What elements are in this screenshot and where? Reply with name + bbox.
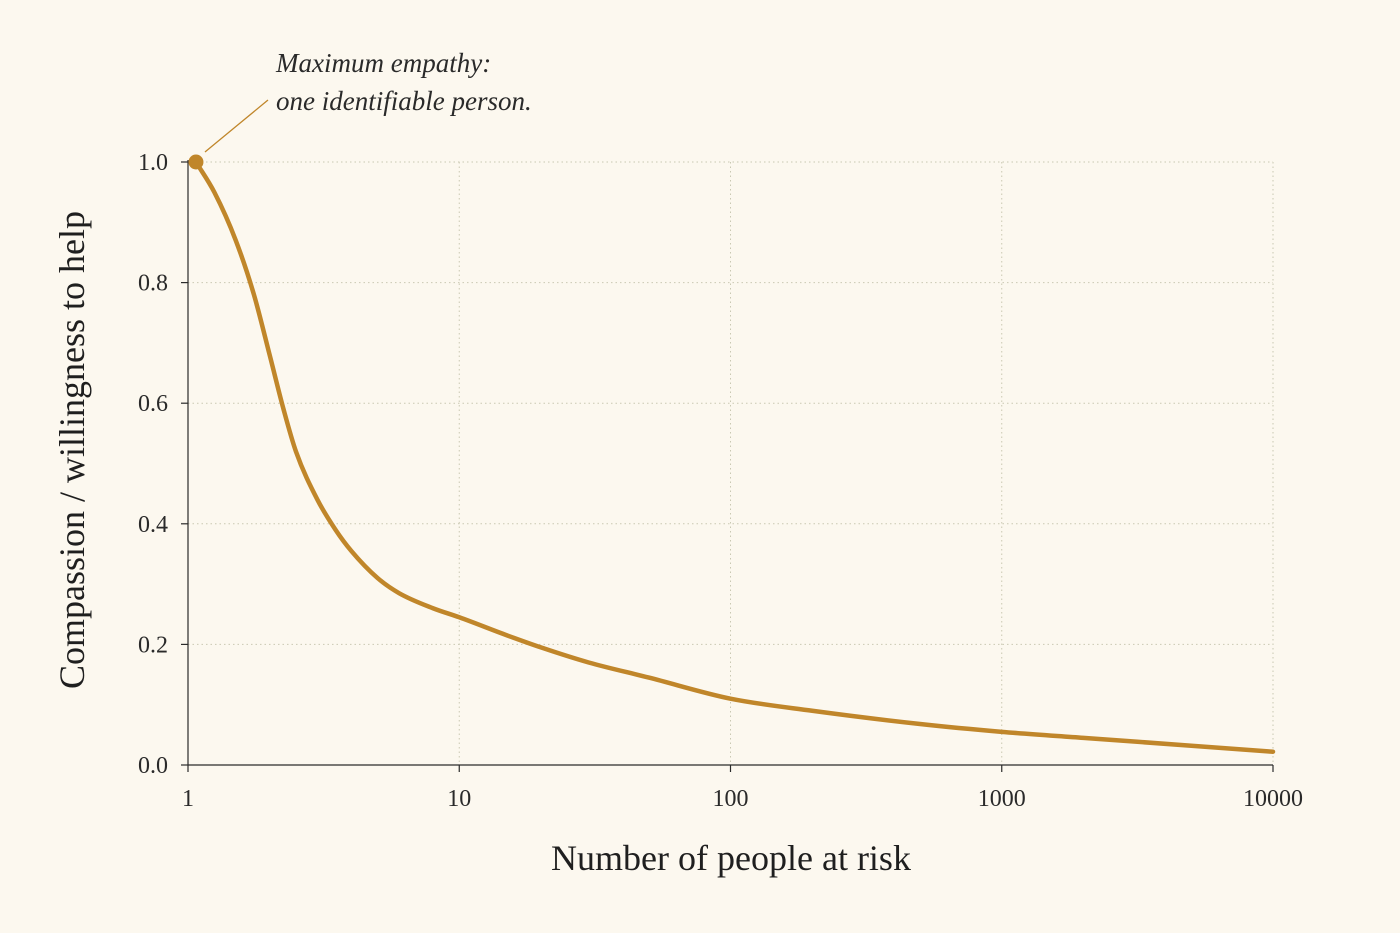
x-tick-label: 10000 (1243, 786, 1303, 812)
series (193, 159, 1276, 754)
y-tick-label: 0.8 (138, 271, 168, 297)
x-tick-label: 1000 (978, 786, 1026, 812)
annotation-leader-line (204, 99, 269, 153)
y-axis-title: Compassion / willingness to help (52, 211, 92, 689)
series-line (193, 159, 1276, 754)
y-tick-label: 0.4 (138, 512, 168, 538)
annotation-point-marker (188, 154, 204, 170)
x-tick-label: 1 (182, 786, 194, 812)
grid (188, 161, 1274, 765)
x-tick-label: 10 (447, 786, 471, 812)
x-tick-label: 100 (713, 786, 749, 812)
y-tick-label: 1.0 (138, 150, 168, 176)
annotation-text-line-2: one identifiable person. (276, 86, 532, 116)
annotation-text-line-1: Maximum empathy: (275, 48, 491, 78)
y-tick-label: 0.0 (138, 753, 168, 779)
ticks: 0.0 0.2 0.4 0.6 0.8 1.0 1 10 100 1000 10000 (138, 150, 1303, 812)
y-tick-label: 0.6 (138, 391, 168, 417)
y-tick-label: 0.2 (138, 632, 168, 658)
annotation: Maximum empathy: one identifiable person… (188, 48, 532, 170)
axes (187, 160, 1273, 766)
x-axis-title: Number of people at risk (551, 838, 911, 878)
